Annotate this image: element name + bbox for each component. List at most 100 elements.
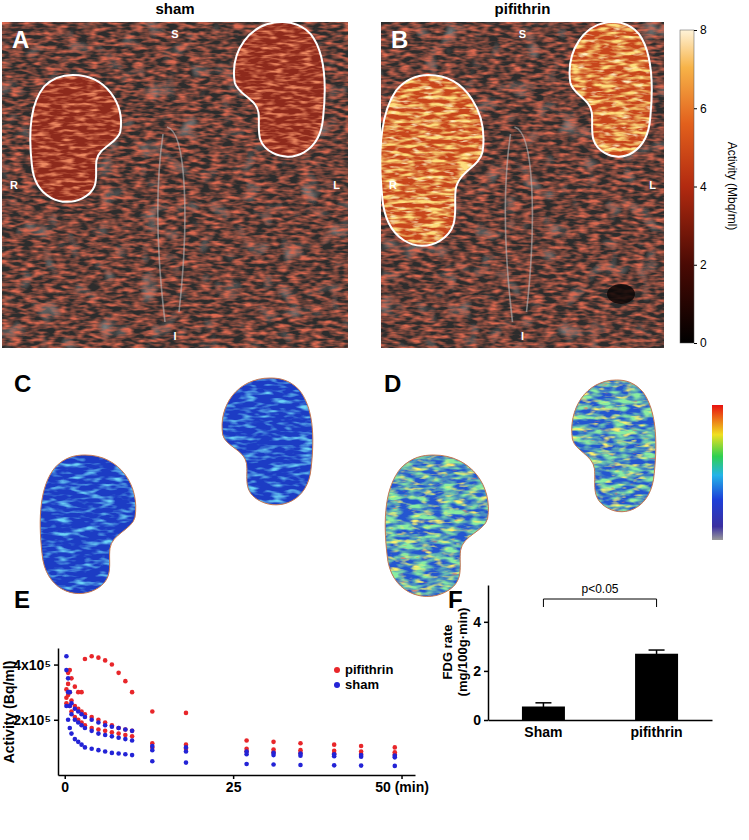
tick: 4x10⁵ [13,657,58,673]
tick-mark [694,343,697,344]
point [130,690,135,695]
orientation-label: S [171,28,178,40]
vessel [158,127,185,322]
tick-label: pifithrin [631,724,683,740]
point [184,745,189,750]
kidney-outline [572,380,656,512]
tick-label: 25 [226,779,242,795]
point [271,753,276,758]
kidney-outline [234,22,325,157]
kidney-fill [381,73,490,252]
point [116,726,121,731]
colorbar [712,405,723,540]
point [244,738,249,743]
kidney-outline [570,22,652,157]
point [89,729,94,734]
legend-label: sham [345,677,379,692]
tick-mark [484,671,488,673]
kidney-texture [564,22,654,162]
point [110,730,115,735]
tick-label: 4x10⁵ [13,657,51,673]
kidney-outline [222,378,313,505]
kidney-texture [381,73,490,252]
tick: 2x10⁵ [13,712,58,728]
error-line [656,650,658,657]
annotation: p<0.05 [581,582,618,596]
tick: 25 [226,775,242,795]
tick-label: 2 [700,258,707,272]
point [130,734,135,739]
point [123,752,128,757]
point [103,749,108,754]
kidney-base [566,378,658,517]
axis-line [489,720,713,722]
tick-label: 2x10⁵ [13,712,51,728]
point [110,724,115,729]
tick: 8 [694,23,707,37]
tick-label: 0 [61,779,69,795]
point [89,746,94,751]
axis-line [488,586,490,721]
point [150,744,155,749]
panel-label: C [14,370,31,397]
kidney-texture [383,453,495,602]
point [150,748,155,753]
tick: 4 [473,614,488,630]
significance-bracket [543,599,656,607]
tick-mark [484,622,488,624]
point [298,741,303,746]
point [110,751,115,756]
panel-label: B [391,26,408,53]
point [83,715,88,720]
point [184,749,189,754]
error-bar [649,650,665,657]
kidney-base [28,73,127,207]
tick-label: 4 [700,180,707,194]
kidney-texture [381,73,490,252]
kidney-texture [566,378,658,517]
tick-label: 2 [473,663,481,679]
point [66,682,71,687]
figure: shamASIRLpifithrinBSIRL02468Activity (Mb… [0,0,749,840]
point [271,740,276,745]
point [123,733,128,738]
panel-label: D [384,370,401,397]
y-axis: 2x10⁵ 4x10⁵ [13,649,58,776]
kidney-base [38,453,142,599]
tick: 0 [473,712,488,728]
point [64,704,69,709]
tick-mark [54,664,58,666]
kidney-base [381,73,490,252]
point [116,671,121,676]
orientation-label: S [519,28,526,40]
point [66,676,71,681]
axis-line [59,775,416,777]
point [67,726,72,731]
tick: 2 [473,663,488,679]
point [130,729,135,734]
tick-mark [694,187,697,188]
orientation-label: R [389,179,397,191]
tick-label: 0 [473,712,481,728]
point [116,735,121,740]
tick: 4 [694,180,707,194]
kidney-outline [40,455,136,594]
kidney-outline [385,455,488,596]
point [83,745,88,750]
point [123,737,128,742]
tick-mark [694,108,697,109]
point [89,717,94,722]
y-axis-title: Activity (Bq/ml) [1,661,17,764]
point [123,679,128,684]
legend: pifithrinsham [334,662,393,692]
kidney-fill [566,378,658,517]
kidney-fill [564,22,654,162]
tick-label: Sham [524,724,562,740]
orientation-label: L [333,179,340,191]
tick-mark [694,265,697,266]
orientation-label: L [649,179,656,191]
orientation-label: I [173,330,176,342]
point [298,763,303,768]
point [103,658,108,663]
legend-marker [334,667,340,673]
